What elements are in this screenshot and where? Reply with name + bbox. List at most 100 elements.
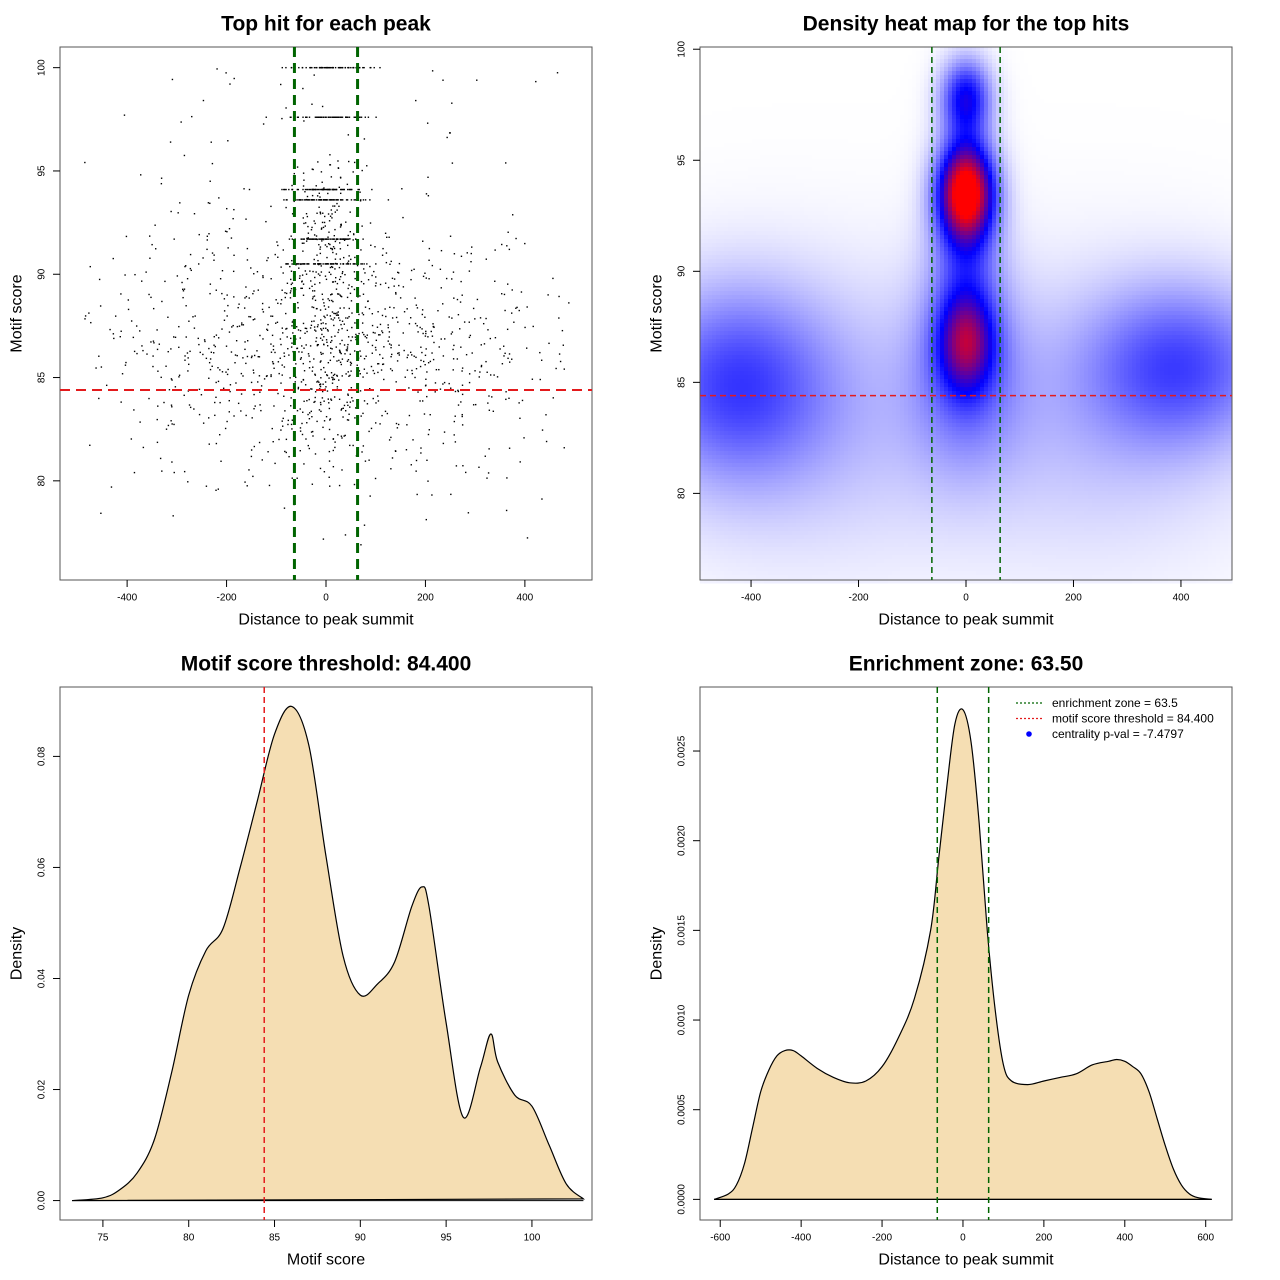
heatmap-cell — [780, 99, 785, 104]
heatmap-cell — [972, 119, 977, 124]
heatmap-cell — [1192, 91, 1197, 96]
heatmap-cell — [816, 99, 821, 104]
heatmap-cell — [720, 91, 725, 96]
data-point — [336, 312, 338, 314]
data-point — [308, 287, 311, 290]
data-point — [282, 417, 284, 420]
heatmap-cell — [816, 131, 821, 136]
heatmap-cell — [1012, 59, 1017, 64]
heatmap-cell — [760, 131, 765, 136]
heatmap-cell — [1080, 55, 1085, 60]
data-point — [326, 345, 329, 347]
data-point — [449, 235, 452, 237]
heatmap-cell — [1012, 107, 1017, 112]
heatmap-cell — [892, 55, 897, 60]
data-point — [198, 343, 200, 346]
data-point — [335, 314, 338, 316]
heatmap-cell — [856, 83, 861, 88]
data-point — [318, 409, 321, 411]
data-point — [360, 199, 362, 201]
heatmap-cell — [864, 67, 869, 72]
heatmap-cell — [880, 71, 885, 76]
heatmap-cell — [732, 127, 737, 132]
heatmap-cell — [1020, 91, 1025, 96]
data-point — [281, 420, 283, 422]
heatmap-cell — [1020, 83, 1025, 88]
data-point — [202, 257, 204, 259]
heatmap-cell — [764, 63, 769, 68]
heatmap-cell — [1056, 99, 1061, 104]
data-point — [335, 288, 338, 290]
data-point — [406, 356, 408, 359]
data-point — [262, 311, 265, 313]
data-point — [265, 116, 267, 118]
heatmap-cell — [960, 135, 965, 140]
heatmap-cell — [984, 103, 989, 108]
data-point — [223, 310, 226, 312]
heatmap-cell — [784, 131, 789, 136]
data-point — [319, 196, 321, 198]
data-point — [306, 116, 308, 118]
data-point — [347, 188, 349, 191]
heatmap-cell — [1132, 115, 1137, 120]
heatmap-cell — [1160, 95, 1165, 100]
data-point — [384, 232, 387, 234]
heatmap-cell — [852, 51, 857, 56]
heatmap-cell — [720, 83, 725, 88]
heatmap-cell — [1044, 67, 1049, 72]
data-point — [310, 431, 313, 433]
heatmap-cell — [700, 67, 705, 72]
data-point — [349, 361, 352, 364]
heatmap-cell — [1176, 127, 1181, 132]
data-point — [142, 446, 145, 449]
heatmap-cell — [1204, 123, 1209, 128]
heatmap-cell — [960, 79, 965, 84]
heatmap-cell — [912, 103, 917, 108]
data-point — [190, 269, 192, 272]
heatmap-cell — [1104, 91, 1109, 96]
data-point — [335, 346, 337, 348]
data-point — [302, 217, 304, 219]
heatmap-cell — [992, 55, 997, 60]
heatmap-cell — [740, 63, 745, 68]
heatmap-cell — [1024, 127, 1029, 132]
heatmap-cell — [976, 47, 981, 52]
heatmap-cell — [1060, 55, 1065, 60]
data-point — [361, 322, 364, 324]
data-point — [363, 268, 365, 270]
data-point — [470, 252, 472, 255]
heatmap-cell — [812, 131, 817, 136]
heatmap-cell — [900, 111, 905, 116]
heatmap-cell — [924, 119, 929, 124]
heatmap-cell — [1168, 83, 1173, 88]
heatmap-cell — [940, 131, 945, 136]
heatmap-cell — [1052, 91, 1057, 96]
data-point — [335, 253, 338, 255]
data-point — [202, 422, 205, 424]
heatmap-cell — [1084, 123, 1089, 128]
heatmap-cell — [808, 123, 813, 128]
heatmap-cell — [1076, 51, 1081, 56]
heatmap-cell — [824, 127, 829, 132]
data-point — [360, 355, 362, 357]
heatmap-cell — [836, 83, 841, 88]
score-band — [288, 238, 364, 240]
heatmap-cell — [876, 71, 881, 76]
heatmap-cell — [712, 135, 717, 140]
data-point — [123, 114, 126, 116]
heatmap-cell — [760, 87, 765, 92]
data-point — [359, 200, 362, 202]
data-point — [376, 326, 379, 328]
heatmap-cell — [1048, 127, 1053, 132]
data-point — [375, 402, 377, 404]
heatmap-cell — [936, 91, 941, 96]
heatmap-cell — [784, 135, 789, 140]
heatmap-cell — [1076, 103, 1081, 108]
heatmap-cell — [1188, 103, 1193, 108]
heatmap-cell — [1132, 99, 1137, 104]
heatmap-cell — [904, 67, 909, 72]
heatmap-cell — [736, 67, 741, 72]
heatmap-cell — [1096, 99, 1101, 104]
data-point — [188, 320, 190, 322]
heatmap-cell — [876, 55, 881, 60]
